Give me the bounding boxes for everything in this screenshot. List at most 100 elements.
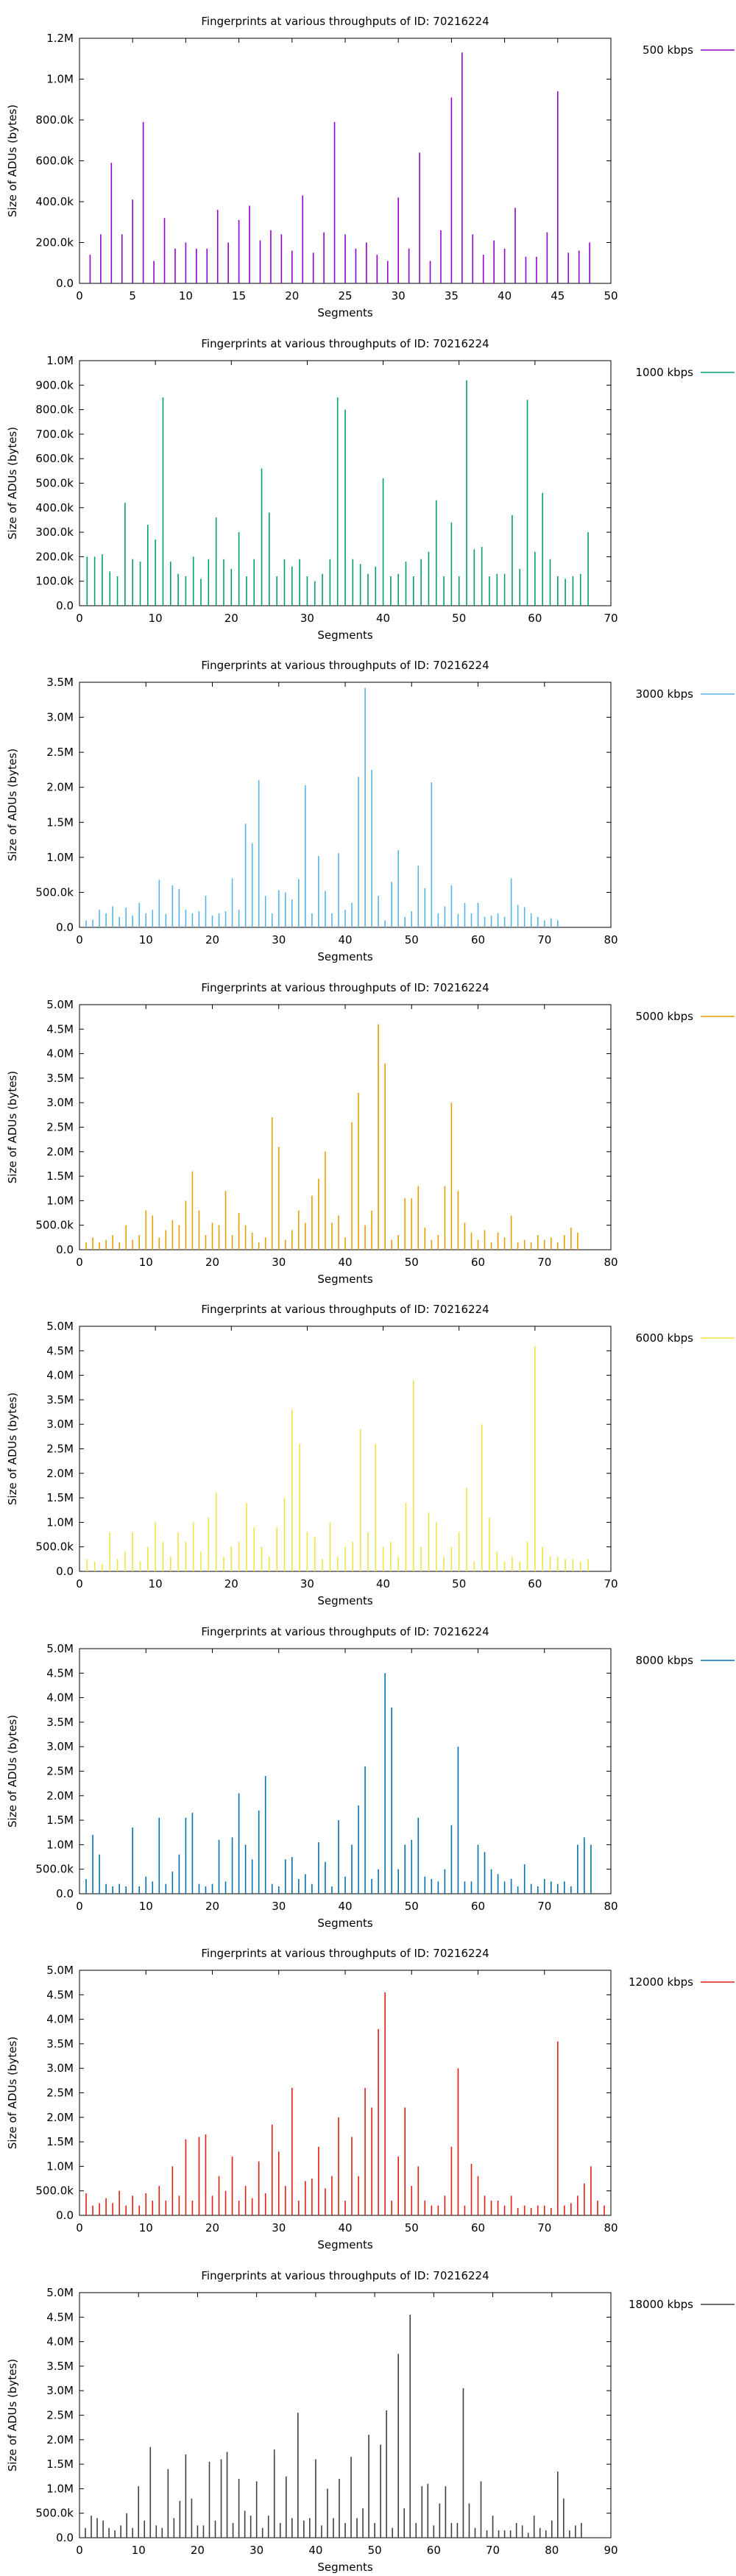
chart-panel: 0.0 500.0k 1.0M 1.5M 2.0M 2.5M 3.0M 3.5M 4.0M 4.5…: [6, 1947, 735, 2251]
y-tick-label: 0.0: [56, 1243, 74, 1256]
y-tick-label: 2.5M: [46, 1764, 74, 1777]
x-tick-label: 0: [76, 612, 83, 625]
x-tick-label: 0: [76, 933, 83, 946]
y-tick-label: 500.0k: [35, 1218, 74, 1231]
x-tick-label: 0: [76, 1577, 83, 1590]
x-tick-label: 0: [76, 1900, 83, 1913]
x-tick-label: 40: [338, 1256, 352, 1269]
x-tick-label: 0: [76, 2221, 83, 2234]
chart-panel: 0.0 500.0k 1.0M 1.5M 2.0M 2.5M 3.0M 3.5M 0 10 20 30…: [6, 659, 735, 963]
y-tick-label: 3.5M: [46, 2037, 74, 2050]
x-tick-label: 20: [191, 2544, 205, 2557]
x-tick-label: 20: [205, 2221, 219, 2234]
y-tick-label: 800.0k: [35, 113, 74, 127]
x-tick-label: 0: [76, 2544, 83, 2557]
x-tick-label: 10: [139, 1900, 153, 1913]
y-tick-label: 0.0: [56, 599, 74, 612]
y-tick-label: 500.0k: [35, 476, 74, 489]
y-axis-label: Size of ADUs (bytes): [6, 1714, 19, 1827]
x-tick-label: 30: [250, 2544, 263, 2557]
x-tick-label: 50: [604, 289, 618, 302]
y-tick-label: 3.0M: [46, 1418, 74, 1431]
y-tick-label: 1.0M: [46, 851, 74, 864]
y-tick-label: 3.5M: [46, 1393, 74, 1406]
chart-title: Fingerprints at various throughputs of I…: [201, 2269, 489, 2282]
x-tick-label: 20: [224, 1577, 238, 1590]
chart-title: Fingerprints at various throughputs of I…: [201, 1947, 489, 1960]
y-tick-label: 3.5M: [46, 676, 74, 689]
y-axis-label: Size of ADUs (bytes): [6, 1070, 19, 1183]
y-tick-label: 100.0k: [35, 574, 74, 587]
y-tick-label: 3.0M: [46, 711, 74, 724]
x-tick-label: 70: [537, 2221, 551, 2234]
x-tick-label: 40: [498, 289, 512, 302]
x-tick-label: 50: [405, 1900, 419, 1913]
y-tick-label: 0.0: [56, 1565, 74, 1578]
y-tick-label: 1.0M: [46, 1515, 74, 1529]
x-tick-label: 30: [300, 1577, 314, 1590]
x-tick-label: 80: [604, 1256, 618, 1269]
chart-panel: 0.0 500.0k 1.0M 1.5M 2.0M 2.5M 3.0M 3.5M 4.0M 4.5…: [6, 1625, 735, 1930]
legend-label: 5000 kbps: [636, 1010, 694, 1023]
y-tick-label: 500.0k: [35, 2506, 74, 2519]
y-tick-label: 600.0k: [35, 155, 74, 168]
x-tick-label: 40: [376, 1577, 390, 1590]
y-tick-label: 1.5M: [46, 2458, 74, 2471]
y-tick-label: 0.0: [56, 1887, 74, 1900]
x-tick-label: 5: [129, 289, 136, 302]
y-tick-label: 2.5M: [46, 2087, 74, 2100]
plot-frame: [79, 1004, 612, 1250]
y-tick-label: 3.5M: [46, 2359, 74, 2372]
x-tick-label: 0: [76, 289, 83, 302]
x-tick-label: 40: [308, 2544, 322, 2557]
x-tick-label: 70: [486, 2544, 500, 2557]
plot-frame: [79, 1326, 612, 1572]
y-tick-label: 3.0M: [46, 1096, 74, 1109]
x-tick-label: 90: [604, 2544, 618, 2557]
legend-label: 18000 kbps: [629, 2298, 693, 2311]
plot-frame: [79, 1970, 612, 2216]
y-axis-label: Size of ADUs (bytes): [6, 749, 19, 861]
y-tick-label: 0.0: [56, 2209, 74, 2222]
y-tick-label: 4.5M: [46, 1022, 74, 1036]
y-tick-label: 4.5M: [46, 1988, 74, 2001]
chart-title: Fingerprints at various throughputs of I…: [201, 659, 489, 672]
x-tick-label: 80: [545, 2544, 559, 2557]
x-tick-label: 60: [471, 1256, 485, 1269]
y-axis-label: Size of ADUs (bytes): [6, 1393, 19, 1505]
y-tick-label: 1.5M: [46, 815, 74, 829]
y-tick-label: 5.0M: [46, 998, 74, 1011]
y-tick-label: 600.0k: [35, 452, 74, 465]
x-axis-label: Segments: [317, 1273, 373, 1286]
y-tick-label: 3.0M: [46, 1740, 74, 1753]
y-tick-label: 1.0M: [46, 1838, 74, 1851]
x-tick-label: 80: [604, 2221, 618, 2234]
y-tick-label: 400.0k: [35, 500, 74, 514]
x-tick-label: 70: [537, 1256, 551, 1269]
y-tick-label: 1.0M: [46, 2159, 74, 2173]
x-axis-label: Segments: [317, 306, 373, 319]
x-tick-label: 60: [471, 933, 485, 946]
y-tick-label: 4.5M: [46, 2310, 74, 2324]
x-axis-label: Segments: [317, 950, 373, 963]
legend-label: 500 kbps: [643, 43, 693, 57]
x-axis-label: Segments: [317, 1917, 373, 1930]
y-tick-label: 2.0M: [46, 1144, 74, 1158]
x-tick-label: 70: [604, 1577, 618, 1590]
y-tick-label: 3.0M: [46, 2384, 74, 2397]
x-tick-label: 70: [604, 612, 618, 625]
x-tick-label: 50: [405, 933, 419, 946]
y-tick-label: 1.0M: [46, 1194, 74, 1207]
x-tick-label: 10: [149, 612, 163, 625]
chart-panel: 0.0 500.0k 1.0M 1.5M 2.0M 2.5M 3.0M 3.5M 4.0M 4.5…: [6, 2269, 735, 2574]
y-tick-label: 0.0: [56, 921, 74, 934]
y-tick-label: 2.0M: [46, 2111, 74, 2124]
x-tick-label: 30: [272, 1256, 286, 1269]
chart-title: Fingerprints at various throughputs of I…: [201, 15, 489, 28]
y-tick-label: 200.0k: [35, 550, 74, 563]
x-tick-label: 50: [405, 1256, 419, 1269]
chart-title: Fingerprints at various throughputs of I…: [201, 1303, 489, 1316]
y-tick-label: 1.5M: [46, 1491, 74, 1504]
x-tick-label: 80: [604, 1900, 618, 1913]
